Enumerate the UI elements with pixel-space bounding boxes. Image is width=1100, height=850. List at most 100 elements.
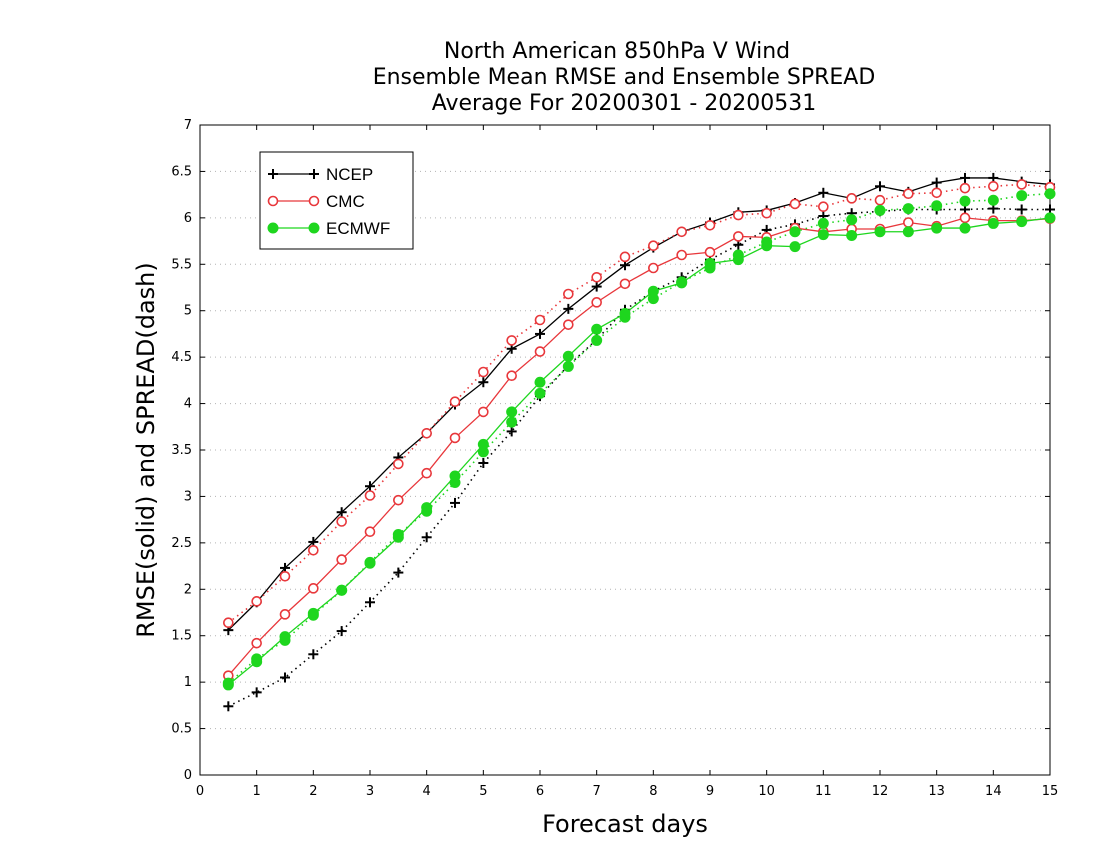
cmc-rmse-point: [421, 467, 432, 479]
cmc-spread-point: [251, 596, 262, 607]
ncep-spread-point: [421, 532, 432, 543]
ncep-spread-point: [506, 426, 517, 437]
cmc-spread-point: [818, 201, 829, 213]
ecmwf-rmse-point: [591, 323, 603, 335]
y-tick-label: 2.5: [171, 536, 192, 551]
cmc-spread-point: [506, 335, 517, 346]
cmc-spread-line: [227, 183, 1051, 624]
ncep-spread-point: [223, 701, 234, 712]
cmc-spread-point: [223, 617, 234, 629]
cmc-spread-point: [874, 194, 886, 206]
x-tick-label: 1: [253, 784, 261, 799]
cmc-spread-point: [676, 226, 687, 238]
ecmwf-rmse-point: [676, 277, 688, 289]
x-tick-label: 3: [366, 784, 374, 799]
ncep-rmse-point: [478, 377, 489, 388]
ecmwf-rmse-point: [647, 285, 659, 297]
y-tick-label: 5.5: [171, 257, 192, 272]
ecmwf-spread-point: [591, 334, 603, 346]
y-axis-title: RMSE(solid) and SPREAD(dash): [132, 262, 160, 638]
ecmwf-rmse-point: [959, 222, 971, 234]
x-tick-label: 7: [593, 784, 601, 799]
ecmwf-rmse-point: [534, 376, 546, 388]
cmc-rmse-point: [959, 212, 971, 224]
cmc-rmse-point: [279, 609, 291, 620]
ecmwf-rmse-point: [931, 222, 943, 234]
ecmwf-rmse-point: [421, 502, 433, 514]
cmc-spread-point: [648, 240, 659, 252]
ecmwf-spread-point: [562, 360, 574, 372]
cmc-spread-point: [903, 188, 914, 200]
chart-title: North American 850hPa V Wind Ensemble Me…: [373, 39, 876, 116]
cmc-spread-point: [336, 516, 347, 527]
ecmwf-rmse-point: [1044, 212, 1056, 224]
cmc-rmse-point: [393, 494, 404, 506]
y-tick-label: 2: [184, 582, 192, 597]
x-tick-label: 8: [649, 784, 657, 799]
legend: NCEP CMC ECMWF: [259, 151, 414, 250]
ncep-spread-point: [1016, 204, 1027, 215]
ecmwf-rmse-point: [562, 350, 574, 362]
y-tick-label: 4.5: [171, 350, 192, 365]
cmc-spread-point: [846, 193, 857, 204]
cmc-rmse-point: [251, 637, 262, 649]
cmc-rmse-point: [591, 297, 602, 308]
cmc-spread-point: [789, 198, 801, 210]
ecmwf-spread-point: [1016, 190, 1028, 202]
ecmwf-spread-point: [902, 203, 914, 215]
title-line-1: North American 850hPa V Wind: [444, 39, 790, 64]
legend-marker-start: [267, 222, 279, 234]
ecmwf-rmse-point: [761, 240, 773, 252]
cmc-rmse-point: [308, 583, 319, 594]
x-tick-label: 6: [536, 784, 544, 799]
cmc-rmse-point: [449, 432, 461, 444]
legend-marker-start: [268, 169, 278, 179]
ecmwf-spread-point: [846, 214, 858, 226]
cmc-spread-point: [449, 396, 461, 408]
y-tick-label: 6.5: [171, 164, 192, 179]
ecmwf-rmse-point: [307, 607, 319, 619]
ecmwf-spread-point: [817, 217, 829, 229]
cmc-rmse-point: [903, 217, 914, 228]
y-tick-label: 0: [184, 768, 192, 783]
ecmwf-rmse-point: [846, 230, 858, 241]
ncep-spread-point: [251, 687, 262, 698]
cmc-spread-point: [279, 570, 291, 582]
cmc-spread-point: [1016, 179, 1027, 190]
cmc-spread-point: [478, 366, 489, 378]
ncep-spread-point: [336, 626, 347, 637]
y-tick-label: 7: [184, 118, 192, 133]
ecmwf-rmse-point: [987, 217, 999, 229]
y-tick-label: 6: [184, 211, 192, 226]
ecmwf-rmse-point: [704, 257, 716, 269]
ecmwf-rmse-point: [902, 226, 914, 238]
x-tick-label: 15: [1042, 784, 1059, 799]
cmc-spread-point: [704, 219, 716, 231]
ecmwf-spread-point: [931, 200, 943, 212]
cmc-rmse-point: [648, 262, 659, 274]
ecmwf-spread-point: [534, 387, 546, 399]
title-line-2: Ensemble Mean RMSE and Ensemble SPREAD: [373, 65, 876, 90]
x-tick-label: 5: [479, 784, 487, 799]
ncep-rmse-point: [875, 181, 885, 192]
cmc-spread-point: [308, 544, 319, 556]
cmc-rmse-point: [704, 246, 716, 258]
cmc-rmse-point: [619, 278, 631, 290]
x-tick-label: 10: [758, 784, 775, 799]
ncep-rmse-point: [365, 481, 375, 492]
ecmwf-rmse-point: [874, 226, 886, 238]
ecmwf-spread-line: [227, 192, 1051, 684]
legend-marker-end: [309, 169, 319, 179]
cmc-rmse-point: [336, 554, 347, 565]
cmc-spread-point: [421, 427, 432, 439]
cmc-spread-point: [534, 314, 546, 326]
ncep-rmse-point: [931, 177, 942, 188]
ecmwf-rmse-point: [789, 241, 801, 253]
ecmwf-rmse-point: [619, 308, 631, 319]
x-tick-label: 11: [815, 784, 832, 799]
ncep-spread-point: [365, 597, 375, 608]
y-tick-label: 4: [184, 397, 192, 412]
ecmwf-rmse-point: [449, 470, 461, 482]
ecmwf-spread-point: [506, 416, 518, 428]
ecmwf-rmse-point: [506, 406, 518, 418]
